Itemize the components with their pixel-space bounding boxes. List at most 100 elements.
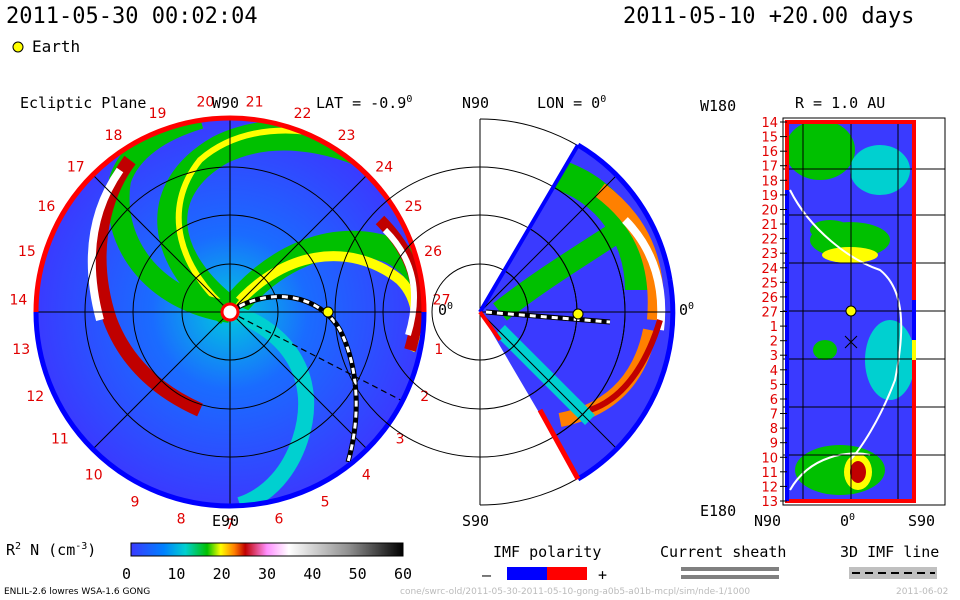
shell-rotation-label: 3: [770, 349, 778, 364]
polarity-ring: [33, 311, 231, 509]
ecliptic-tick-label: 9: [130, 495, 139, 511]
polarity-ring: [33, 115, 231, 313]
shell-rotation-label: 22: [761, 233, 778, 248]
imf-line-label: 3D IMF line: [840, 543, 940, 561]
meridional-bottom-label: S90: [462, 512, 490, 530]
imf-polarity-minus: –: [482, 566, 492, 584]
shell-rotation-label: 26: [761, 291, 778, 306]
ecliptic-tick-label: 8: [177, 511, 186, 527]
shell-rotation-label: 21: [761, 218, 778, 233]
shell-x-label-mid: 00: [840, 512, 856, 530]
ecliptic-tick-label: 5: [321, 495, 330, 511]
shell-rotation-label: 25: [761, 276, 778, 291]
colorbar-tick-label: 10: [167, 565, 186, 583]
shell-rotation-label: 18: [761, 174, 778, 189]
earth-legend-label: Earth: [32, 37, 81, 56]
ecliptic-top-label: W90: [212, 94, 240, 112]
colorbar: [130, 542, 404, 557]
ecliptic-tick-label: 15: [18, 244, 36, 260]
ecliptic-tick-label: 7: [226, 517, 235, 533]
colorbar-tick-label: 20: [212, 565, 231, 583]
ecliptic-tick-label: 17: [67, 160, 85, 176]
colorbar-tick-label: 40: [303, 565, 322, 583]
ecliptic-title: Ecliptic Plane: [20, 94, 147, 112]
ecliptic-tick-label: 24: [375, 160, 393, 176]
shell-rotation-label: 12: [761, 480, 778, 495]
run-date: 2011-06-02: [896, 587, 949, 597]
polarity-ring: [229, 311, 427, 509]
ecliptic-tick-label: 4: [362, 467, 371, 483]
spiral-arm: [92, 155, 203, 417]
ecliptic-tick-label: 14: [9, 293, 27, 309]
shell-panel: 1415161718192021222324252627123456789101…: [761, 116, 946, 510]
spiral-arm: [382, 227, 417, 336]
colorbar-tick-label: 0: [122, 565, 132, 583]
shell-rotation-label: 24: [761, 262, 778, 277]
shell-rotation-label: 15: [761, 131, 778, 146]
ecliptic-tick-label: 27: [433, 293, 451, 309]
ecliptic-right-label: 00: [438, 301, 454, 319]
ecliptic-tick-label: 13: [12, 342, 30, 358]
ecliptic-tick-label: 10: [85, 467, 103, 483]
shell-rotation-label: 17: [761, 160, 778, 175]
ecliptic-tick-label: 19: [149, 106, 167, 122]
ecliptic-tick-label: 20: [196, 94, 214, 110]
meridional-right-label: 00: [679, 301, 695, 319]
ecliptic-bottom-label: E90: [212, 512, 240, 530]
shell-rotation-label: 2: [770, 335, 778, 350]
shell-rotation-label: 20: [761, 204, 778, 219]
meridional-panel: [334, 118, 676, 506]
shell-rotation-label: 13: [761, 495, 778, 510]
shell-rotation-label: 11: [761, 466, 778, 481]
shell-rotation-label: 14: [761, 116, 778, 131]
timestamp: 2011-05-30 00:02:04: [6, 4, 258, 29]
shell-rotation-label: 27: [761, 306, 778, 321]
ecliptic-tick-label: 21: [246, 94, 264, 110]
ecliptic-tick-label: 2: [420, 389, 429, 405]
ecliptic-tick-label: 22: [294, 106, 312, 122]
ecliptic-tick-label: 11: [51, 432, 69, 448]
sun-inner-boundary: [220, 302, 240, 322]
imf-polarity-label: IMF polarity: [493, 543, 602, 561]
polarity-ring: [229, 115, 427, 313]
shell-rotation-label: 23: [761, 247, 778, 262]
shell-top-label: W180: [700, 97, 737, 115]
colorbar-tick-label: 60: [394, 565, 413, 583]
shell-rotation-label: 8: [770, 422, 778, 437]
ecliptic-lat-label: LAT = -0.90: [316, 94, 413, 112]
colorbar-tick-label: 50: [348, 565, 367, 583]
shell-rotation-label: 4: [770, 364, 778, 379]
shell-rotation-label: 10: [761, 451, 778, 466]
imf-polarity-positive-swatch: [547, 567, 587, 580]
ecliptic-tick-label: 1: [434, 342, 443, 358]
shell-rotation-label: 9: [770, 437, 778, 452]
meridional-lon-label: LON = 00: [537, 94, 607, 112]
run-info: 2011-05-10 +20.00 days: [623, 4, 915, 29]
shell-rotation-label: 7: [770, 408, 778, 423]
ecliptic-tick-label: 23: [338, 128, 356, 144]
earth-marker-ecliptic: [322, 306, 334, 318]
imf-polarity-negative-swatch: [507, 567, 547, 580]
ecliptic-tick-label: 12: [26, 389, 44, 405]
current-sheath-label: Current sheath: [660, 543, 787, 561]
shell-bottom-label: E180: [700, 502, 737, 520]
shell-x-label-left: N90: [754, 512, 782, 530]
colorbar-label: R2 N (cm-3): [6, 541, 97, 559]
shell-r-label: R = 1.0 AU: [795, 94, 886, 112]
ecliptic-tick-label: 6: [274, 511, 283, 527]
current-sheath-swatch: [681, 567, 779, 571]
shell-rotation-labels: 1415161718192021222324252627123456789101…: [761, 116, 787, 510]
ecliptic-tick-label: 3: [396, 432, 405, 448]
ecliptic-tick-label: 25: [405, 199, 423, 215]
ecliptic-tick-label: 16: [37, 199, 55, 215]
ecliptic-tick-label: 18: [105, 128, 123, 144]
shell-x-label-right: S90: [908, 512, 936, 530]
shell-rotation-label: 5: [770, 378, 778, 393]
earth-marker-shell: [845, 305, 857, 317]
shell-rotation-label: 19: [761, 189, 778, 204]
shell-rotation-label: 6: [770, 393, 778, 408]
colorbar-tick-label: 30: [258, 565, 277, 583]
imf-polarity-plus: +: [598, 566, 608, 584]
